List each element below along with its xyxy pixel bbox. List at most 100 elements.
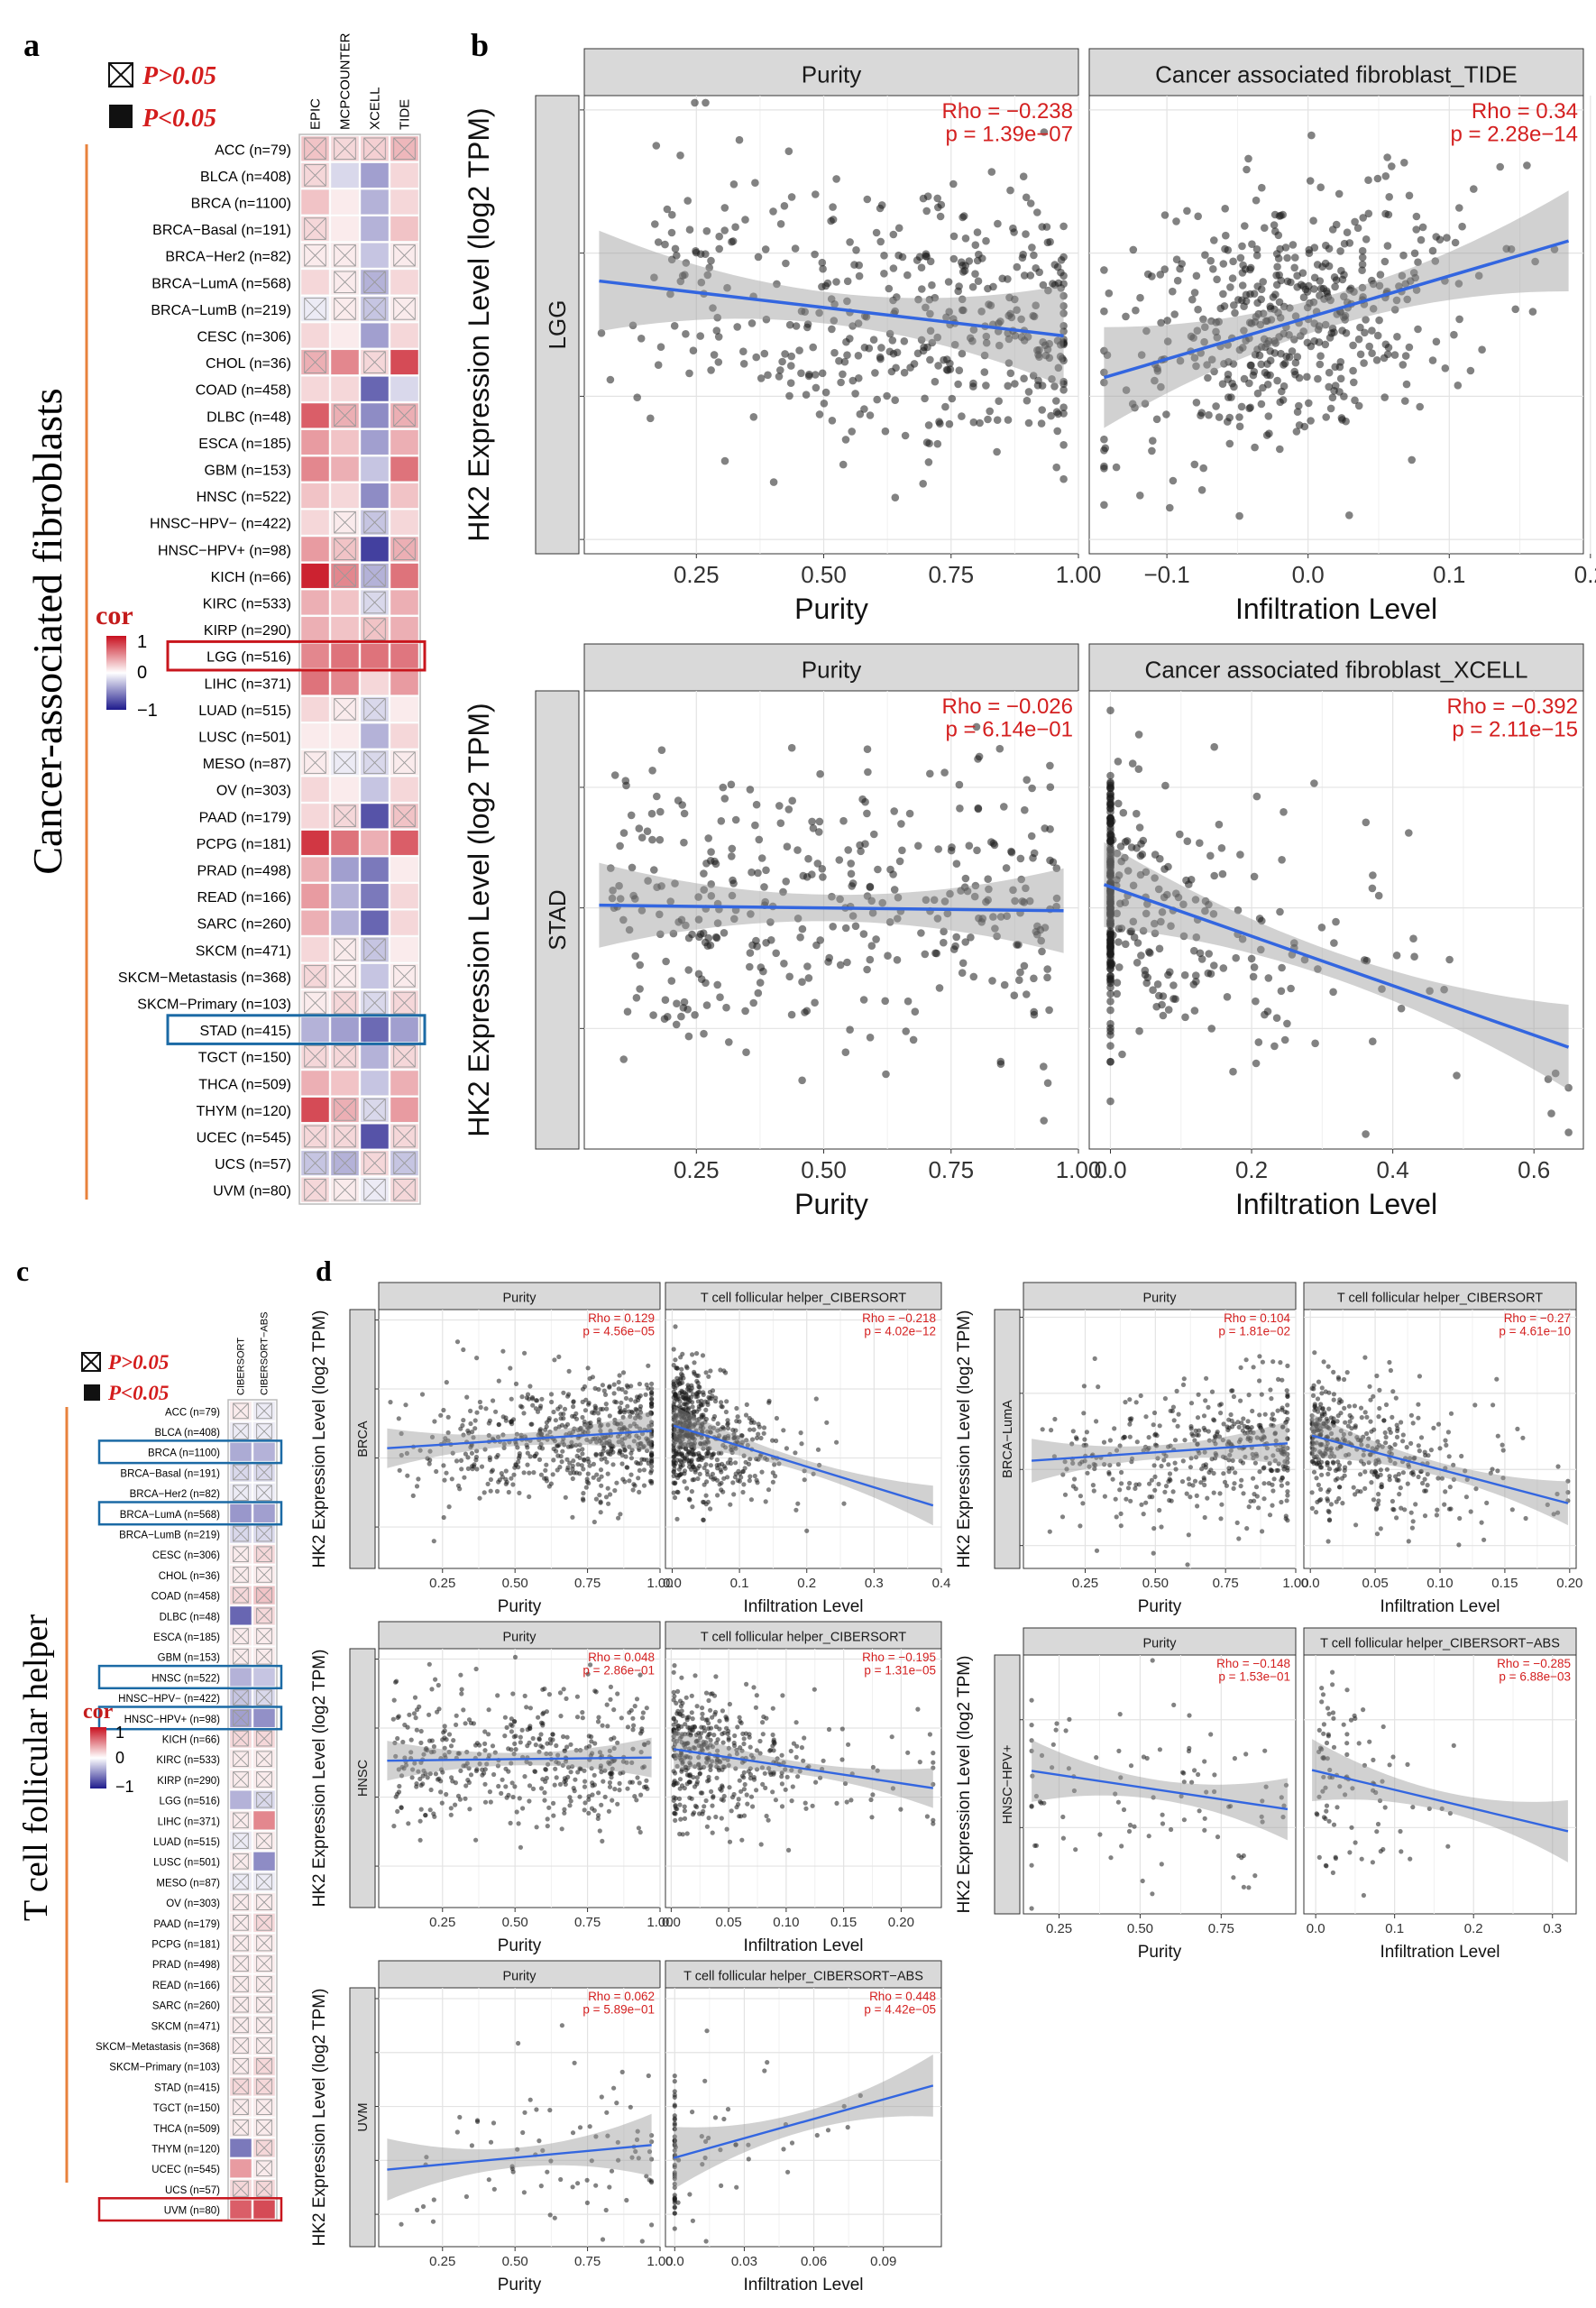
- data-point: [601, 1383, 605, 1387]
- data-point: [1206, 257, 1215, 265]
- data-point: [1028, 244, 1036, 252]
- data-point: [1191, 289, 1199, 297]
- c-row-label: UCS (n=57): [165, 2185, 220, 2196]
- data-point: [762, 1431, 766, 1436]
- data-point: [724, 1410, 729, 1414]
- data-point: [1450, 331, 1458, 339]
- data-point: [1162, 410, 1170, 418]
- data-point: [690, 1504, 694, 1509]
- data-point: [522, 1351, 527, 1356]
- data-point: [960, 212, 968, 220]
- data-point: [1270, 1359, 1275, 1364]
- data-point: [1312, 1384, 1316, 1388]
- data-point: [966, 841, 974, 850]
- data-point: [1398, 1005, 1406, 1013]
- data-point: [744, 1412, 748, 1417]
- data-point: [468, 1409, 472, 1413]
- data-point: [867, 883, 875, 891]
- data-point: [700, 869, 708, 878]
- data-point: [504, 1468, 509, 1473]
- data-point: [1082, 1384, 1087, 1388]
- data-point: [1409, 1413, 1414, 1418]
- data-point: [1267, 356, 1275, 364]
- a-cell: [390, 510, 418, 535]
- data-point: [835, 357, 843, 365]
- data-point: [842, 924, 850, 933]
- data-point: [1253, 245, 1261, 253]
- data-point: [1028, 832, 1036, 841]
- data-point: [582, 1420, 587, 1424]
- data-point: [972, 241, 980, 249]
- data-point: [552, 1357, 556, 1362]
- data-point: [581, 1387, 585, 1392]
- data-point: [1281, 360, 1289, 368]
- data-point: [686, 1395, 691, 1400]
- data-point: [1197, 409, 1206, 417]
- data-point: [491, 1743, 495, 1748]
- data-point: [619, 1461, 624, 1466]
- data-point: [844, 278, 852, 286]
- data-point: [711, 1452, 715, 1457]
- a-cell: [331, 723, 359, 749]
- data-point: [1314, 1476, 1318, 1480]
- data-point: [1153, 416, 1161, 424]
- c-row-label: BRCA (n=1100): [148, 1448, 220, 1459]
- a-row-label: BRCA−LumB (n=219): [151, 303, 291, 318]
- data-point: [509, 1729, 514, 1733]
- data-point: [617, 1451, 621, 1456]
- data-point: [1033, 208, 1041, 216]
- data-point: [636, 961, 644, 970]
- data-point: [1247, 1393, 1252, 1397]
- data-point: [811, 251, 819, 259]
- data-point: [550, 1732, 555, 1736]
- data-point: [787, 379, 795, 387]
- data-point: [1316, 1483, 1321, 1487]
- data-point: [742, 1048, 750, 1056]
- data-point: [1417, 236, 1426, 244]
- data-point: [1417, 1475, 1421, 1479]
- data-point: [599, 1467, 603, 1472]
- data-point: [567, 1369, 572, 1374]
- data-point: [641, 1710, 646, 1715]
- data-point: [1405, 1445, 1409, 1449]
- data-point: [1181, 971, 1189, 979]
- a-method-label: XCELL: [368, 87, 383, 130]
- data-point: [1004, 275, 1012, 283]
- data-point: [903, 271, 912, 280]
- data-point: [586, 1459, 591, 1464]
- data-point: [847, 860, 855, 868]
- data-point: [720, 1490, 725, 1494]
- data-point: [545, 1709, 549, 1714]
- data-point: [682, 330, 690, 338]
- a-row-label: OV (n=303): [216, 784, 291, 799]
- data-point: [785, 805, 793, 814]
- x-tick-label: 0.2: [1235, 1156, 1268, 1183]
- data-point: [712, 860, 720, 869]
- data-point: [1169, 288, 1177, 296]
- data-point: [1251, 368, 1259, 376]
- a-cell: [331, 643, 359, 668]
- data-point: [526, 1451, 530, 1456]
- data-point: [587, 1733, 592, 1738]
- c-cell: [230, 1442, 252, 1461]
- data-point: [1154, 980, 1162, 988]
- x-tick-label: 1.00: [1056, 561, 1102, 588]
- data-point: [1278, 1360, 1282, 1365]
- data-point: [1221, 302, 1229, 310]
- data-point: [564, 1457, 569, 1462]
- data-point: [756, 1432, 760, 1437]
- data-point: [1388, 162, 1396, 170]
- data-point: [1150, 1478, 1154, 1483]
- data-point: [881, 998, 889, 1006]
- data-point: [571, 1464, 575, 1468]
- data-point: [926, 770, 934, 778]
- data-point: [582, 1785, 587, 1789]
- x-tick-label: 0.4: [1377, 1156, 1409, 1183]
- data-point: [1199, 464, 1207, 473]
- data-point: [639, 1726, 644, 1731]
- data-point: [1456, 1542, 1461, 1547]
- data-point: [1172, 217, 1180, 225]
- data-point: [434, 1469, 438, 1474]
- data-point: [1349, 367, 1357, 375]
